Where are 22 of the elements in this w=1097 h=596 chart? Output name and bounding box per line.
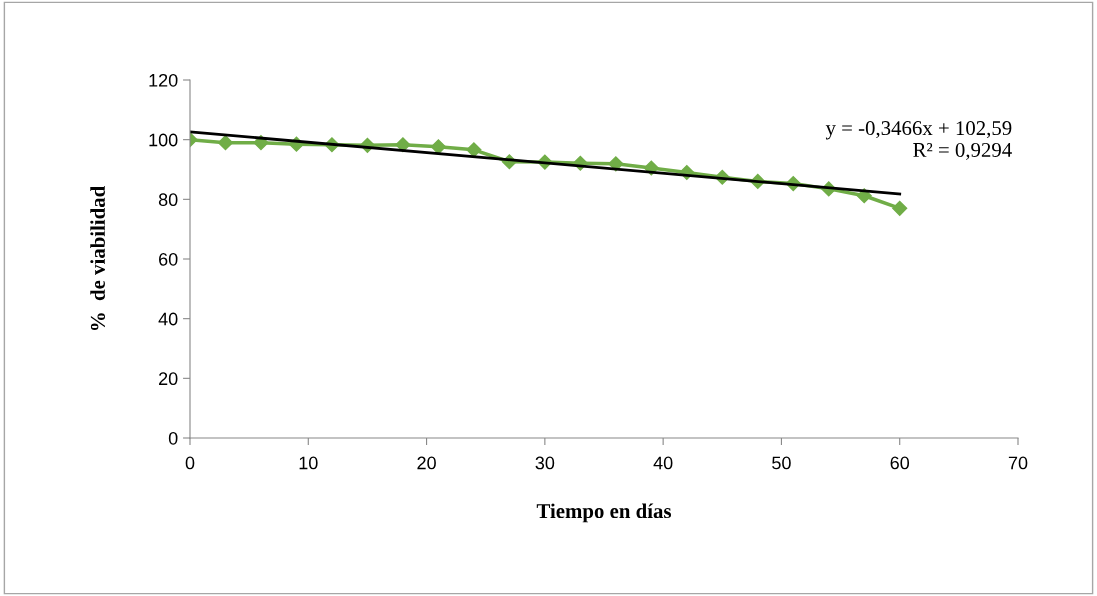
annotation: y = -0,3466x + 102,59 R² = 0,9294 <box>825 121 1012 160</box>
x-tick-label: 40 <box>653 456 673 470</box>
y-tick-label: 80 <box>158 193 178 207</box>
y-tick-label: 120 <box>149 73 178 87</box>
x-tick-label: 10 <box>299 456 318 470</box>
y-tick-label: 40 <box>158 312 178 326</box>
point <box>430 139 446 155</box>
y-tick-label: 100 <box>149 133 178 147</box>
x-axis-title: Tiempo en días <box>536 503 672 523</box>
x-tick-label: 70 <box>1008 456 1028 470</box>
x-tick-label: 30 <box>535 456 555 470</box>
x-tick-label: 0 <box>185 456 195 470</box>
x-tick-label: 50 <box>772 456 791 470</box>
point <box>466 142 482 158</box>
y-tick-label: 0 <box>168 431 178 445</box>
point <box>892 200 908 216</box>
x-tick-label: 60 <box>890 456 910 470</box>
y-tick-label: 60 <box>159 252 178 266</box>
point <box>217 135 234 151</box>
x-tick-label: 20 <box>417 456 436 470</box>
y-axis-title: % de viabilidad <box>90 186 106 331</box>
y-tick-label: 20 <box>159 372 178 386</box>
